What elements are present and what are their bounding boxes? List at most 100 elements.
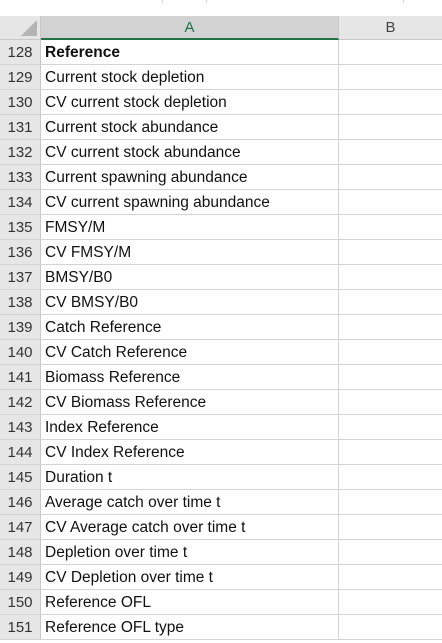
table-row: 150 Reference OFL xyxy=(0,590,442,615)
row-header[interactable]: 149 xyxy=(0,565,41,590)
row-header[interactable]: 130 xyxy=(0,90,41,115)
row-header[interactable]: 140 xyxy=(0,340,41,365)
cell-b[interactable] xyxy=(339,415,442,440)
table-row: 147 CV Average catch over time t xyxy=(0,515,442,540)
cell-b[interactable] xyxy=(339,215,442,240)
row-header[interactable]: 139 xyxy=(0,315,41,340)
row-header[interactable]: 137 xyxy=(0,265,41,290)
divider xyxy=(206,0,207,3)
cell-a[interactable]: Catch Reference xyxy=(41,315,339,340)
row-header[interactable]: 146 xyxy=(0,490,41,515)
row-header[interactable]: 147 xyxy=(0,515,41,540)
cell-b[interactable] xyxy=(339,365,442,390)
row-header[interactable]: 134 xyxy=(0,190,41,215)
row-header[interactable]: 135 xyxy=(0,215,41,240)
table-row: 128 Reference xyxy=(0,40,442,65)
row-header[interactable]: 133 xyxy=(0,165,41,190)
cell-b[interactable] xyxy=(339,490,442,515)
cell-a[interactable]: CV FMSY/M xyxy=(41,240,339,265)
cell-a[interactable]: CV Average catch over time t xyxy=(41,515,339,540)
cell-b[interactable] xyxy=(339,240,442,265)
row-header[interactable]: 138 xyxy=(0,290,41,315)
cell-a[interactable]: Current spawning abundance xyxy=(41,165,339,190)
table-row: 129 Current stock depletion xyxy=(0,65,442,90)
row-header[interactable]: 132 xyxy=(0,140,41,165)
table-row: 139 Catch Reference xyxy=(0,315,442,340)
cell-b[interactable] xyxy=(339,140,442,165)
ribbon-edge xyxy=(0,0,442,16)
cell-a[interactable]: Biomass Reference xyxy=(41,365,339,390)
column-header-a[interactable]: A xyxy=(41,16,339,40)
cell-b[interactable] xyxy=(339,115,442,140)
cell-a[interactable]: Reference xyxy=(41,40,339,65)
row-header[interactable]: 142 xyxy=(0,390,41,415)
cell-b[interactable] xyxy=(339,390,442,415)
cell-b[interactable] xyxy=(339,190,442,215)
column-header-b[interactable]: B xyxy=(339,16,442,39)
table-row: 135 FMSY/M xyxy=(0,215,442,240)
cell-a[interactable]: CV current stock abundance xyxy=(41,140,339,165)
row-header[interactable]: 128 xyxy=(0,40,41,65)
cell-b[interactable] xyxy=(339,565,442,590)
cell-a[interactable]: Reference OFL type xyxy=(41,615,339,640)
cell-a[interactable]: CV current stock depletion xyxy=(41,90,339,115)
table-row: 148 Depletion over time t xyxy=(0,540,442,565)
cell-b[interactable] xyxy=(339,615,442,640)
table-row: 142 CV Biomass Reference xyxy=(0,390,442,415)
cell-a[interactable]: CV Catch Reference xyxy=(41,340,339,365)
cell-b[interactable] xyxy=(339,315,442,340)
table-row: 137 BMSY/B0 xyxy=(0,265,442,290)
cell-b[interactable] xyxy=(339,540,442,565)
row-header[interactable]: 145 xyxy=(0,465,41,490)
cell-a[interactable]: Average catch over time t xyxy=(41,490,339,515)
table-row: 131 Current stock abundance xyxy=(0,115,442,140)
cell-a[interactable]: Index Reference xyxy=(41,415,339,440)
cell-a[interactable]: Depletion over time t xyxy=(41,540,339,565)
table-row: 144 CV Index Reference xyxy=(0,440,442,465)
cell-a[interactable]: CV current spawning abundance xyxy=(41,190,339,215)
row-container: 128 Reference 129 Current stock depletion 13… xyxy=(0,40,442,640)
row-header[interactable]: 136 xyxy=(0,240,41,265)
cell-b[interactable] xyxy=(339,265,442,290)
cell-a[interactable]: Current stock depletion xyxy=(41,65,339,90)
table-row: 149 CV Depletion over time t xyxy=(0,565,442,590)
cell-a[interactable]: FMSY/M xyxy=(41,215,339,240)
cell-b[interactable] xyxy=(339,40,442,65)
cell-a[interactable]: Current stock abundance xyxy=(41,115,339,140)
table-row: 141 Biomass Reference xyxy=(0,365,442,390)
cell-a[interactable]: Duration t xyxy=(41,465,339,490)
cell-a[interactable]: CV Biomass Reference xyxy=(41,390,339,415)
row-header[interactable]: 148 xyxy=(0,540,41,565)
select-all-triangle-icon xyxy=(21,20,37,36)
cell-b[interactable] xyxy=(339,515,442,540)
row-header[interactable]: 131 xyxy=(0,115,41,140)
table-row: 143 Index Reference xyxy=(0,415,442,440)
table-row: 134 CV current spawning abundance xyxy=(0,190,442,215)
cell-b[interactable] xyxy=(339,340,442,365)
cell-a[interactable]: Reference OFL xyxy=(41,590,339,615)
cell-b[interactable] xyxy=(339,65,442,90)
cell-a[interactable]: BMSY/B0 xyxy=(41,265,339,290)
select-all-button[interactable] xyxy=(0,16,41,39)
column-header-row: A B xyxy=(0,16,442,40)
row-header[interactable]: 144 xyxy=(0,440,41,465)
cell-b[interactable] xyxy=(339,165,442,190)
row-header[interactable]: 151 xyxy=(0,615,41,640)
cell-a[interactable]: CV Depletion over time t xyxy=(41,565,339,590)
row-header[interactable]: 129 xyxy=(0,65,41,90)
cell-b[interactable] xyxy=(339,440,442,465)
cell-b[interactable] xyxy=(339,290,442,315)
cell-a[interactable]: CV Index Reference xyxy=(41,440,339,465)
row-header[interactable]: 143 xyxy=(0,415,41,440)
cell-b[interactable] xyxy=(339,465,442,490)
table-row: 132 CV current stock abundance xyxy=(0,140,442,165)
row-header[interactable]: 141 xyxy=(0,365,41,390)
table-row: 138 CV BMSY/B0 xyxy=(0,290,442,315)
cell-b[interactable] xyxy=(339,590,442,615)
table-row: 151 Reference OFL type xyxy=(0,615,442,640)
row-header[interactable]: 150 xyxy=(0,590,41,615)
divider xyxy=(403,0,404,3)
cell-b[interactable] xyxy=(339,90,442,115)
cell-a[interactable]: CV BMSY/B0 xyxy=(41,290,339,315)
